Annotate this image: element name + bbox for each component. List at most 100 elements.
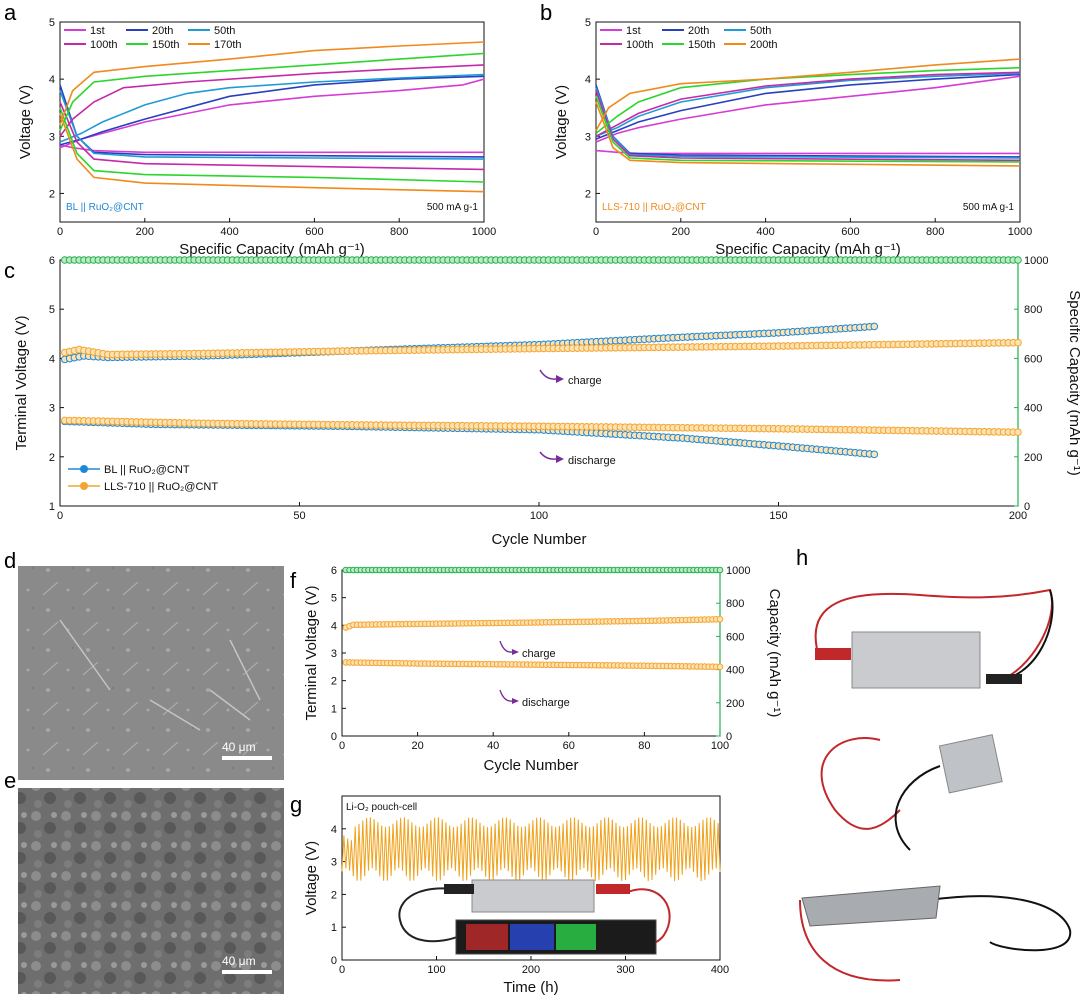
y2-tick-label: 1000 bbox=[1024, 255, 1048, 267]
legend-label: 50th bbox=[750, 25, 771, 37]
legend-label: 100th bbox=[90, 39, 118, 51]
red-clip bbox=[596, 884, 630, 894]
pouch-cell-photo-inset bbox=[398, 879, 671, 955]
series-20th-discharge bbox=[59, 84, 485, 158]
scale-bar-e bbox=[222, 970, 272, 974]
data-point-discharge bbox=[870, 450, 879, 459]
legend-label: 150th bbox=[152, 39, 180, 51]
sem-image-e: 40 μm bbox=[18, 788, 284, 994]
plot-frame bbox=[595, 21, 1021, 223]
x-tick-label: 400 bbox=[711, 964, 729, 976]
panel-g-label: Li-O₂ pouch-cell bbox=[346, 802, 417, 813]
y-tick-label: 3 bbox=[49, 403, 55, 415]
annotation-arrow bbox=[539, 451, 557, 460]
data-point-charge bbox=[870, 322, 879, 331]
x-tick-label: 200 bbox=[672, 226, 690, 238]
annotation-arrow bbox=[499, 640, 513, 653]
series-150th-charge bbox=[595, 66, 1021, 135]
annotation-label: discharge bbox=[522, 697, 570, 709]
capacity-point bbox=[1014, 256, 1022, 264]
y-tick-label: 2 bbox=[331, 889, 337, 901]
y2-tick-label: 1000 bbox=[726, 565, 750, 577]
data-point-charge bbox=[716, 615, 724, 623]
y2-tick-label: 600 bbox=[726, 631, 744, 643]
annotation-arrowhead bbox=[512, 698, 519, 704]
x-tick-label: 80 bbox=[638, 740, 650, 752]
y-tick-label: 2 bbox=[331, 676, 337, 688]
series-20th-charge bbox=[595, 73, 1021, 140]
panel-letter-g: g bbox=[290, 792, 302, 817]
y-axis-label: Voltage (V) bbox=[17, 85, 34, 159]
x-tick-label: 400 bbox=[220, 226, 238, 238]
legend-label: 170th bbox=[214, 39, 242, 51]
legend-label: 20th bbox=[152, 25, 173, 37]
scale-label-d: 40 μm bbox=[222, 740, 256, 754]
panel-letter-d: d bbox=[4, 548, 16, 573]
plot-frame bbox=[59, 21, 485, 223]
y-tick-label: 1 bbox=[331, 922, 337, 934]
series-150th-discharge bbox=[595, 96, 1021, 163]
x-tick-label: 300 bbox=[616, 964, 634, 976]
y-tick-label: 6 bbox=[331, 565, 337, 577]
x-tick-label: 100 bbox=[530, 510, 548, 522]
x-axis-label: Time (h) bbox=[503, 979, 558, 996]
y2-tick-label: 600 bbox=[1024, 353, 1042, 365]
photo-h1 bbox=[814, 588, 1054, 689]
series-1st-charge bbox=[595, 75, 1021, 143]
annotation-arrow bbox=[539, 369, 557, 380]
y-tick-label: 5 bbox=[49, 17, 55, 29]
x-axis-label: Cycle Number bbox=[491, 531, 586, 548]
y2-tick-label: 0 bbox=[726, 731, 732, 743]
series-50th-charge bbox=[59, 73, 485, 143]
y-tick-label: 4 bbox=[49, 74, 55, 86]
y-tick-label: 3 bbox=[49, 131, 55, 143]
panel-b-rate: 500 mA g-1 bbox=[963, 202, 1015, 213]
chart-b: 0 200 400 600 800 1000 2 3 4 5 Specific Capacity (… bbox=[553, 17, 1032, 258]
sem-image-d: 40 μm bbox=[18, 566, 284, 780]
legend-marker bbox=[80, 482, 88, 490]
data-point-discharge bbox=[716, 663, 724, 671]
legend-label: 50th bbox=[214, 25, 235, 37]
y-tick-label: 3 bbox=[331, 648, 337, 660]
annotation-label: charge bbox=[568, 375, 602, 387]
x-tick-label: 1000 bbox=[1008, 226, 1032, 238]
x-tick-label: 600 bbox=[841, 226, 859, 238]
photo-h3 bbox=[799, 885, 1072, 982]
chart-c: 0 50 100 150 200 1 2 3 4 5 6 Cycle Number Terminal V… bbox=[13, 255, 1080, 548]
y-tick-label: 4 bbox=[585, 74, 591, 86]
y2-tick-label: 800 bbox=[726, 598, 744, 610]
pouch-cell-h3 bbox=[801, 885, 941, 927]
data-point-charge bbox=[1014, 338, 1022, 347]
x-tick-label: 20 bbox=[411, 740, 423, 752]
series-150th-charge bbox=[59, 52, 485, 131]
photo-h2 bbox=[820, 734, 1003, 851]
annotation-arrowhead bbox=[556, 455, 564, 463]
x-tick-label: 0 bbox=[339, 964, 345, 976]
pouch-cell-h2 bbox=[938, 734, 1003, 794]
y2-axis-label: Specific Capacity (mAh g⁻¹) bbox=[1066, 290, 1080, 475]
y2-tick-label: 200 bbox=[726, 698, 744, 710]
chart-a: 0 200 400 600 800 1000 2 3 4 5 Specific Capacity (… bbox=[17, 17, 496, 258]
panel-letter-h: h bbox=[796, 545, 808, 570]
chart-g: 0 100 200 300 400 0 1 2 3 4 Time (h) Voltage (V) bbox=[303, 795, 729, 996]
series-50th-charge bbox=[595, 72, 1021, 138]
black-clip bbox=[444, 884, 474, 894]
y2-tick-label: 400 bbox=[726, 665, 744, 677]
x-tick-label: 50 bbox=[293, 510, 305, 522]
series-100th-discharge bbox=[59, 101, 485, 171]
legend-marker bbox=[80, 465, 88, 473]
legend-label: 150th bbox=[688, 39, 716, 51]
y2-axis-label: Capacity (mAh g⁻¹) bbox=[766, 589, 783, 718]
y-tick-label: 2 bbox=[585, 188, 591, 200]
x-tick-label: 0 bbox=[57, 510, 63, 522]
y-tick-label: 4 bbox=[331, 824, 337, 836]
legend-label: 1st bbox=[626, 25, 641, 37]
annotation-arrowhead bbox=[512, 649, 519, 655]
x-tick-label: 60 bbox=[563, 740, 575, 752]
legend-label: 20th bbox=[688, 25, 709, 37]
legend-label: 1st bbox=[90, 25, 105, 37]
y-tick-label: 5 bbox=[49, 304, 55, 316]
y2-tick-label: 400 bbox=[1024, 403, 1042, 415]
voltage-profile bbox=[341, 817, 721, 882]
